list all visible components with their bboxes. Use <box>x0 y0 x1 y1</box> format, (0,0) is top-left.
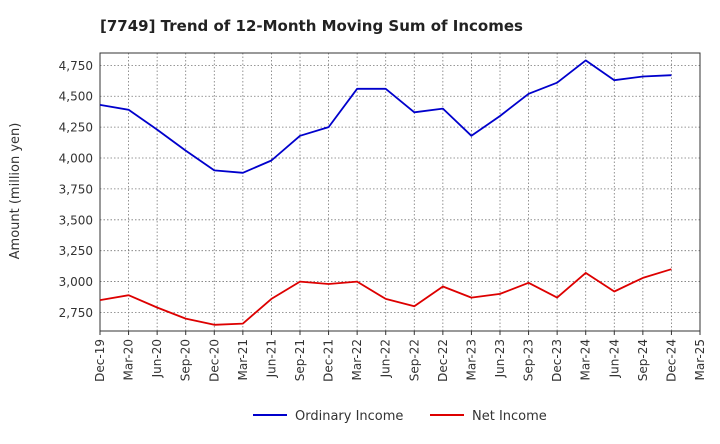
x-tick-label: Dec-24 <box>664 339 678 382</box>
x-tick-label: Jun-20 <box>150 339 164 378</box>
axes: 2,750 3,000 3,250 3,500 3,750 4,000 4,250 4,500… <box>59 52 707 382</box>
y-tick-label: 4,750 <box>59 59 93 73</box>
y-tick-label: 2,750 <box>59 306 93 320</box>
legend: Ordinary Income Net Income <box>253 409 547 424</box>
plot-frame <box>99 52 701 332</box>
x-tick-label: Sep-24 <box>636 339 650 381</box>
y-tick-label: 4,500 <box>59 90 93 104</box>
y-tick-label: 3,250 <box>59 244 93 258</box>
x-tick-label: Dec-21 <box>322 339 336 382</box>
x-tick-label: Mar-20 <box>122 339 136 380</box>
x-tick-label: Mar-24 <box>579 339 593 380</box>
x-tick-label: Dec-23 <box>550 339 564 382</box>
x-tick-label: Sep-20 <box>179 339 193 381</box>
series-lines <box>99 59 672 326</box>
net-income-line <box>99 268 672 326</box>
ordinary-income-line <box>99 59 672 174</box>
x-tick-label: Jun-23 <box>493 339 507 378</box>
x-tick-label: Mar-21 <box>236 339 250 380</box>
x-tick-label: Mar-23 <box>464 339 478 380</box>
y-tick-label: 4,000 <box>59 152 93 166</box>
legend-label-ordinary-income: Ordinary Income <box>295 409 403 424</box>
x-tick-label: Sep-23 <box>522 339 536 381</box>
x-tick-label: Jun-21 <box>264 339 278 378</box>
x-tick-label: Sep-22 <box>407 339 421 381</box>
legend-label-net-income: Net Income <box>472 409 547 424</box>
x-tick-label: Dec-22 <box>436 339 450 382</box>
x-tick-label: Mar-22 <box>350 339 364 380</box>
x-tick-label: Dec-20 <box>207 339 221 382</box>
x-tick-label: Dec-19 <box>93 339 107 382</box>
y-tick-label: 3,000 <box>59 275 93 289</box>
y-tick-label: 4,250 <box>59 121 93 135</box>
y-tick-label: 3,500 <box>59 213 93 227</box>
x-tick-label: Jun-22 <box>379 339 393 378</box>
x-tick-label: Sep-21 <box>293 339 307 381</box>
y-axis-label: Amount (million yen) <box>8 123 23 260</box>
y-tick-label: 3,750 <box>59 182 93 196</box>
x-tick-label: Jun-24 <box>607 339 621 378</box>
chart-title: [7749] Trend of 12-Month Moving Sum of I… <box>100 17 523 35</box>
x-tick-label: Mar-25 <box>693 339 707 380</box>
